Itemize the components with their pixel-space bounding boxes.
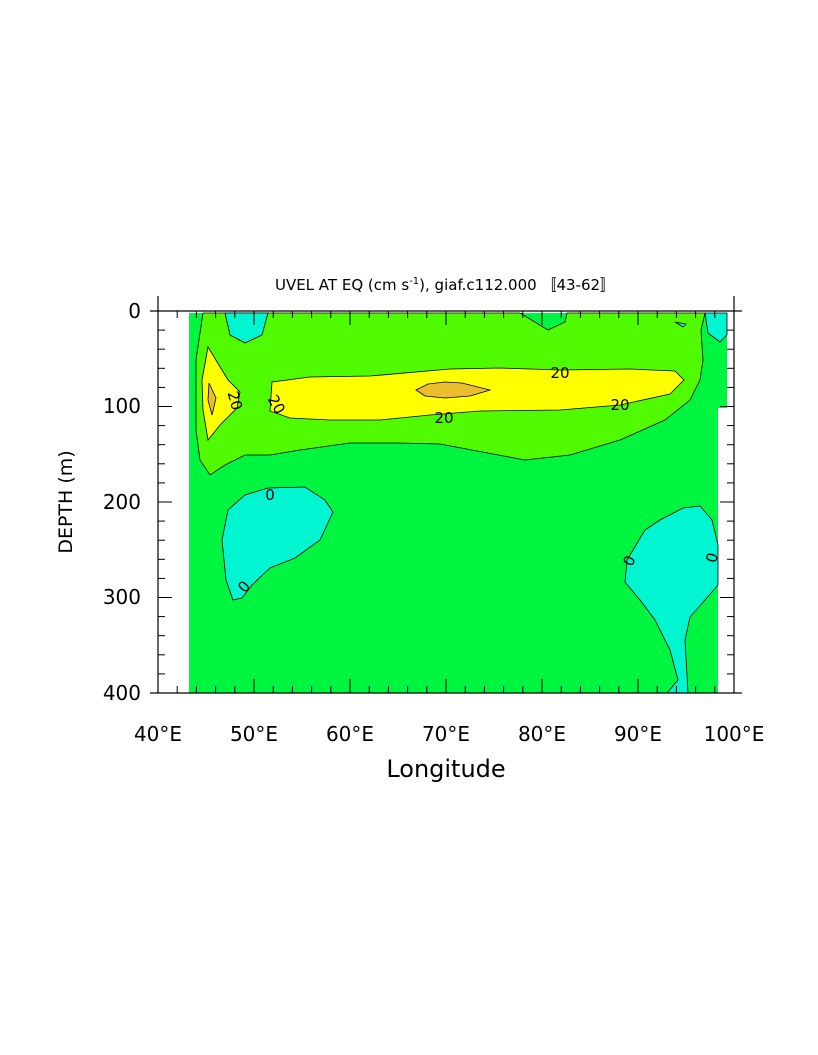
contour-label: 20	[550, 364, 569, 382]
title-prefix: UVEL AT EQ (cm s	[275, 276, 409, 294]
x-tick-labels: 40°E 50°E 60°E 70°E 80°E 90°E 100°E	[134, 722, 764, 746]
x-tick-label: 70°E	[422, 722, 470, 746]
y-tick-label: 300	[103, 585, 141, 609]
region-40-60-west	[201, 345, 241, 441]
contour-label: 20	[610, 396, 629, 414]
region-gt60-west	[207, 382, 217, 416]
y-tick-label: 100	[103, 394, 141, 418]
contour-label: 20	[434, 409, 453, 427]
x-axis-label: Longitude	[386, 755, 505, 783]
x-tick-label: 60°E	[326, 722, 374, 746]
region-neg-2	[674, 321, 687, 328]
x-tick-label: 40°E	[134, 722, 182, 746]
chart-title: UVEL AT EQ (cm s-1), giaf.c112.000 〚43-6…	[275, 276, 615, 294]
region-neg-3	[704, 312, 728, 343]
x-tick-label: 80°E	[518, 722, 566, 746]
contour-label: 20	[224, 389, 246, 412]
region-neg-1	[224, 312, 269, 344]
title-superscript: -1	[409, 276, 419, 287]
contour-label: 0	[702, 551, 722, 565]
x-tick-label: 90°E	[614, 722, 662, 746]
x-tick-label: 100°E	[704, 722, 765, 746]
y-tick-label: 0	[128, 299, 141, 323]
region-gt60	[415, 381, 492, 399]
contour-field	[189, 312, 728, 693]
region-neg-4	[221, 486, 334, 601]
axis-ticks	[157, 310, 735, 694]
y-tick-label: 400	[103, 681, 141, 705]
y-tick-label: 200	[103, 490, 141, 514]
contour-label: 0	[265, 486, 275, 504]
y-axis-label: DEPTH (m)	[55, 450, 77, 553]
x-tick-label: 50°E	[230, 722, 278, 746]
region-neg-5	[624, 505, 719, 693]
title-suffix: ), giaf.c112.000 〚43-62〛	[419, 276, 615, 294]
y-tick-labels: 0 100 200 300 400	[103, 299, 141, 705]
